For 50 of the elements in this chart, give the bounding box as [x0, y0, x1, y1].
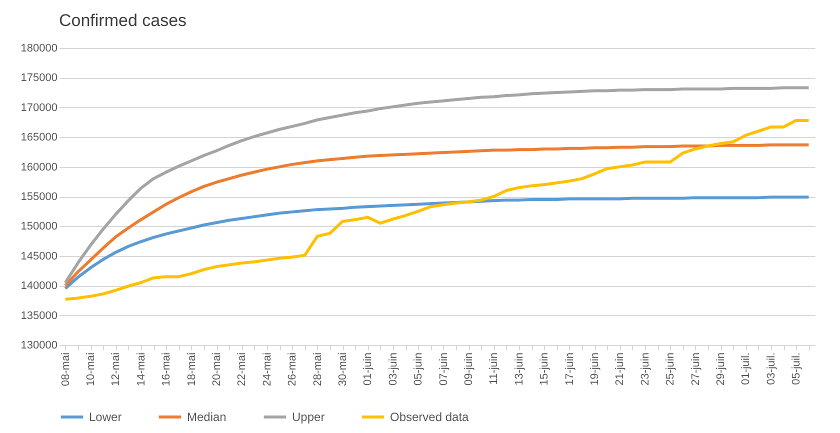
- legend-label: Upper: [292, 410, 325, 424]
- y-tick-label: 160000: [20, 161, 58, 174]
- line-series: [64, 196, 810, 290]
- legend-label: Median: [187, 410, 226, 424]
- y-tick-label: 180000: [20, 42, 58, 54]
- legend-label: Observed data: [390, 410, 470, 424]
- x-tick-label: 03-juin: [387, 352, 400, 386]
- y-tick-label: 140000: [20, 280, 58, 292]
- line-series: [64, 86, 810, 284]
- x-tick-label: 03-juil.: [765, 352, 778, 385]
- x-tick-label: 01-juin: [362, 352, 374, 386]
- x-tick-label: 22-mai: [236, 352, 248, 386]
- y-tick-label: 175000: [20, 72, 58, 84]
- y-tick-label: 165000: [20, 132, 58, 144]
- x-tick-label: 05-juin: [412, 352, 425, 386]
- x-tick-label: 16-mai: [160, 352, 173, 386]
- y-tick-label: 170000: [20, 102, 58, 114]
- x-tick-label: 23-juin: [639, 352, 652, 386]
- x-tick-label: 27-juin: [690, 352, 702, 386]
- x-tick-label: 19-juin: [589, 352, 601, 386]
- legend-label: Lower: [89, 410, 122, 424]
- y-tick-label: 150000: [20, 220, 58, 233]
- line-series: [64, 143, 810, 288]
- x-tick-label: 18-mai: [186, 352, 198, 386]
- x-tick-label: 29-juin: [715, 352, 727, 386]
- x-tick-label: 28-mai: [312, 352, 324, 386]
- x-tick-label: 21-juin: [614, 352, 626, 386]
- x-tick-label: 11-juin: [488, 352, 500, 385]
- x-tick-label: 12-mai: [110, 352, 122, 386]
- x-tick-label: 13-juin: [513, 352, 526, 386]
- line-series: [64, 118, 810, 301]
- x-tick-label: 17-juin: [564, 352, 576, 386]
- x-tick-label: 09-juin: [463, 352, 475, 386]
- x-tick-label: 24-mai: [261, 352, 274, 386]
- y-tick-label: 130000: [20, 340, 58, 352]
- x-tick-label: 05-juil.: [790, 352, 803, 385]
- x-tick-label: 20-mai: [211, 352, 223, 386]
- x-tick-label: 10-mai: [85, 352, 97, 386]
- x-tick-label: 07-juin: [438, 352, 450, 386]
- x-tick-label: 08-mai: [60, 352, 72, 386]
- x-tick-label: 26-mai: [286, 352, 299, 386]
- chart-title: Confirmed cases: [59, 11, 187, 30]
- y-tick-label: 155000: [20, 191, 58, 203]
- x-tick-label: 15-juin: [538, 352, 551, 386]
- x-tick-label: 25-juin: [664, 352, 677, 386]
- y-tick-label: 145000: [20, 250, 58, 262]
- x-tick-label: 30-mai: [337, 352, 349, 386]
- x-tick-label: 14-mai: [135, 352, 148, 386]
- y-tick-label: 135000: [20, 310, 58, 322]
- x-tick-label: 01-juil.: [740, 352, 752, 385]
